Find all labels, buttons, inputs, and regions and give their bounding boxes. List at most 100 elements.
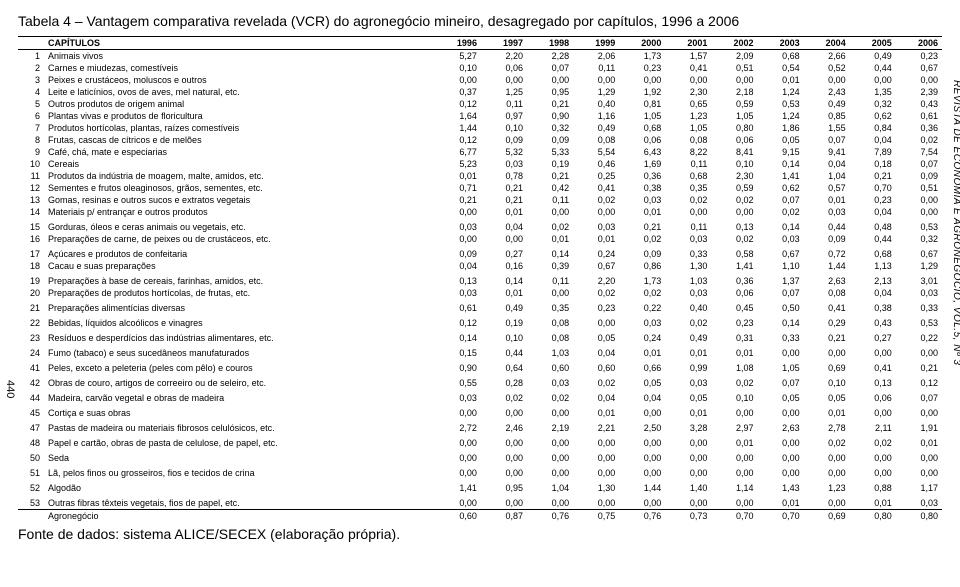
row-number: 13 <box>18 194 44 206</box>
cell-value: 0,03 <box>527 374 573 389</box>
cell-value: 0,00 <box>527 449 573 464</box>
row-number <box>18 510 44 523</box>
cell-value: 0,28 <box>481 374 527 389</box>
row-caption: Fumo (tabaco) e seus sucedâneos manufatu… <box>44 344 435 359</box>
cell-value: 0,00 <box>804 494 850 510</box>
cell-value: 0,06 <box>711 287 757 299</box>
cell-value: 0,36 <box>619 170 665 182</box>
cell-value: 0,36 <box>896 122 942 134</box>
cell-value: 0,00 <box>619 494 665 510</box>
row-number: 44 <box>18 389 44 404</box>
row-caption: Sementes e frutos oleaginosos, grãos, se… <box>44 182 435 194</box>
row-caption: Cereais <box>44 158 435 170</box>
cell-value: 0,61 <box>435 299 481 314</box>
cell-value: 1,30 <box>573 479 619 494</box>
cell-value: 0,40 <box>573 98 619 110</box>
cell-value: 0,00 <box>896 464 942 479</box>
row-number: 9 <box>18 146 44 158</box>
cell-value: 0,00 <box>665 434 711 449</box>
title-text: Vantagem comparativa revelada (VCR) do a… <box>87 13 740 29</box>
table-row: 13Gomas, resinas e outros sucos e extrat… <box>18 194 942 206</box>
cell-value: 0,95 <box>527 86 573 98</box>
cell-value: 0,88 <box>850 479 896 494</box>
cell-value: 0,14 <box>758 158 804 170</box>
cell-value: 0,21 <box>850 170 896 182</box>
cell-value: 1,04 <box>804 170 850 182</box>
cell-value: 0,07 <box>896 158 942 170</box>
cell-value: 2,20 <box>481 50 527 63</box>
cell-value: 0,44 <box>850 62 896 74</box>
cell-value: 0,00 <box>896 74 942 86</box>
cell-value: 0,44 <box>481 344 527 359</box>
cell-value: 0,27 <box>850 329 896 344</box>
row-number: 24 <box>18 344 44 359</box>
cell-value: 0,00 <box>711 404 757 419</box>
row-caption: Carnes e miudezas, comestíveis <box>44 62 435 74</box>
cell-value: 0,49 <box>804 98 850 110</box>
cell-value: 0,45 <box>711 299 757 314</box>
cell-value: 0,19 <box>527 158 573 170</box>
cell-value: 0,13 <box>711 218 757 233</box>
cell-value: 2,11 <box>850 419 896 434</box>
cell-value: 0,18 <box>850 158 896 170</box>
row-number: 41 <box>18 359 44 374</box>
table-row: 50Seda0,000,000,000,000,000,000,000,000,… <box>18 449 942 464</box>
cell-value: 0,67 <box>758 245 804 260</box>
cell-value: 0,00 <box>573 206 619 218</box>
cell-value: 0,19 <box>481 314 527 329</box>
cell-value: 0,21 <box>527 98 573 110</box>
cell-value: 5,23 <box>435 158 481 170</box>
cell-value: 6,43 <box>619 146 665 158</box>
cell-value: 1,17 <box>896 479 942 494</box>
cell-value: 2,63 <box>758 419 804 434</box>
row-number: 15 <box>18 218 44 233</box>
cell-value: 0,07 <box>804 134 850 146</box>
cell-value: 0,21 <box>619 218 665 233</box>
cell-value: 0,85 <box>804 110 850 122</box>
row-caption: Preparações de produtos hortícolas, de f… <box>44 287 435 299</box>
row-caption: Resíduos e desperdícios das indústrias a… <box>44 329 435 344</box>
cell-value: 1,55 <box>804 122 850 134</box>
cell-value: 0,07 <box>758 194 804 206</box>
cell-value: 0,43 <box>850 314 896 329</box>
row-number: 50 <box>18 449 44 464</box>
table-row: 44Madeira, carvão vegetal e obras de mad… <box>18 389 942 404</box>
row-caption: Gomas, resinas e outros sucos e extratos… <box>44 194 435 206</box>
cell-value: 1,69 <box>619 158 665 170</box>
row-caption: Preparações alimentícias diversas <box>44 299 435 314</box>
cell-value: 0,06 <box>481 62 527 74</box>
cell-value: 0,00 <box>758 464 804 479</box>
cell-value: 0,03 <box>435 218 481 233</box>
cell-value: 0,00 <box>527 287 573 299</box>
row-caption: Algodão <box>44 479 435 494</box>
table-row: 10Cereais5,230,030,190,461,690,110,100,1… <box>18 158 942 170</box>
cell-value: 0,55 <box>435 374 481 389</box>
cell-value: 0,00 <box>527 74 573 86</box>
cell-value: 0,11 <box>665 218 711 233</box>
cell-value: 0,01 <box>850 494 896 510</box>
cell-value: 0,05 <box>619 374 665 389</box>
cell-value: 0,23 <box>896 50 942 63</box>
cell-value: 0,03 <box>665 287 711 299</box>
row-caption: Obras de couro, artigos de correeiro ou … <box>44 374 435 389</box>
row-number: 10 <box>18 158 44 170</box>
cell-value: 0,32 <box>527 122 573 134</box>
cell-value: 0,80 <box>711 122 757 134</box>
cell-value: 0,44 <box>850 233 896 245</box>
cell-value: 0,00 <box>619 404 665 419</box>
cell-value: 0,02 <box>896 134 942 146</box>
cell-value: 0,99 <box>665 359 711 374</box>
source-text: Fonte de dados: sistema ALICE/SECEX (ela… <box>18 526 942 542</box>
header-year: 1997 <box>481 37 527 50</box>
cell-value: 0,23 <box>711 314 757 329</box>
row-number: 18 <box>18 260 44 272</box>
cell-value: 0,13 <box>850 374 896 389</box>
cell-value: 0,05 <box>758 134 804 146</box>
row-caption: Preparações à base de cereais, farinhas,… <box>44 272 435 287</box>
cell-value: 0,00 <box>481 74 527 86</box>
cell-value: 0,00 <box>527 464 573 479</box>
row-number: 17 <box>18 245 44 260</box>
cell-value: 0,40 <box>665 299 711 314</box>
cell-value: 0,03 <box>481 158 527 170</box>
row-caption: Açúcares e produtos de confeitaria <box>44 245 435 260</box>
